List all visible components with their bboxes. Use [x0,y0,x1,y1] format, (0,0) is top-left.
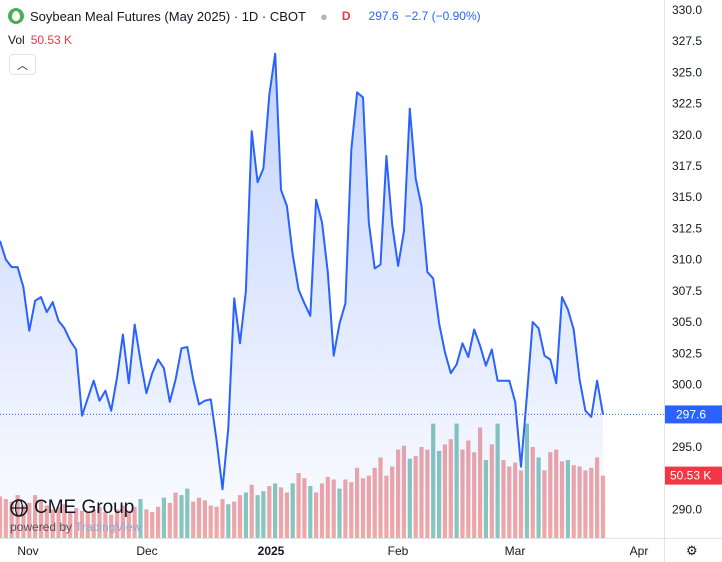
symbol-title[interactable]: Soybean Meal Futures (May 2025) · 1D · C… [30,8,306,24]
powered-prefix: powered by [10,520,73,534]
y-tick-label: 325.0 [672,65,702,79]
volume-value: 50.53 K [30,33,73,47]
y-tick-label: 327.5 [672,34,702,48]
last-price-badge [665,405,722,424]
x-tick-label: 2025 [258,544,285,558]
y-tick-label: 307.5 [672,284,702,298]
last-price-label: 297.6 [676,407,706,421]
data-status-label: D [341,9,351,23]
price-change-value: −2.7 (−0.90%) [404,9,481,23]
time-axis: Nov Dec 2025 Feb Mar Apr [17,544,648,558]
price-line [0,52,604,491]
x-tick-label: Mar [505,544,526,558]
chevron-up-icon: ︿ [17,59,28,72]
y-tick-label: 330.0 [672,3,702,17]
chart-header: Soybean Meal Futures (May 2025) · 1D · C… [8,8,481,24]
cme-brand: CME Group powered by TradingView [8,497,141,534]
powered-by[interactable]: powered by TradingView [10,520,141,534]
tradingview-name: TradingView [75,520,142,534]
x-tick-label: Nov [17,544,38,558]
x-tick-label: Apr [630,544,649,558]
y-tick-label: 302.5 [672,346,702,360]
price-area-fill [0,53,603,528]
y-tick-label: 315.0 [672,190,702,204]
y-tick-label: 290.0 [672,502,702,516]
y-tick-label: 305.0 [672,315,702,329]
price-axis: 330.0 327.5 325.0 322.5 320.0 317.5 315.0 312.5… [672,3,702,516]
y-tick-label: 295.0 [672,440,702,454]
last-price-value: 297.6 [368,9,399,23]
gear-icon[interactable]: ⚙ [686,543,698,558]
x-tick-label: Feb [388,544,409,558]
y-tick-label: 312.5 [672,221,702,235]
last-volume-label: 50.53 K [670,469,711,483]
y-tick-label: 310.0 [672,253,702,267]
y-tick-label: 300.0 [672,378,702,392]
status-dot-icon: ● [320,8,328,24]
y-tick-label: 317.5 [672,159,702,173]
last-volume-badge [665,466,722,485]
y-tick-label: 320.0 [672,128,702,142]
collapse-legend-button[interactable]: ︿ [9,54,36,75]
volume-legend: Vol 50.53 K [8,33,72,47]
brand-name: CME Group [34,497,135,518]
volume-label: Vol [8,33,25,47]
y-tick-label: 322.5 [672,97,702,111]
soybean-icon [8,8,24,24]
x-tick-label: Dec [136,544,157,558]
globe-icon [10,499,28,517]
